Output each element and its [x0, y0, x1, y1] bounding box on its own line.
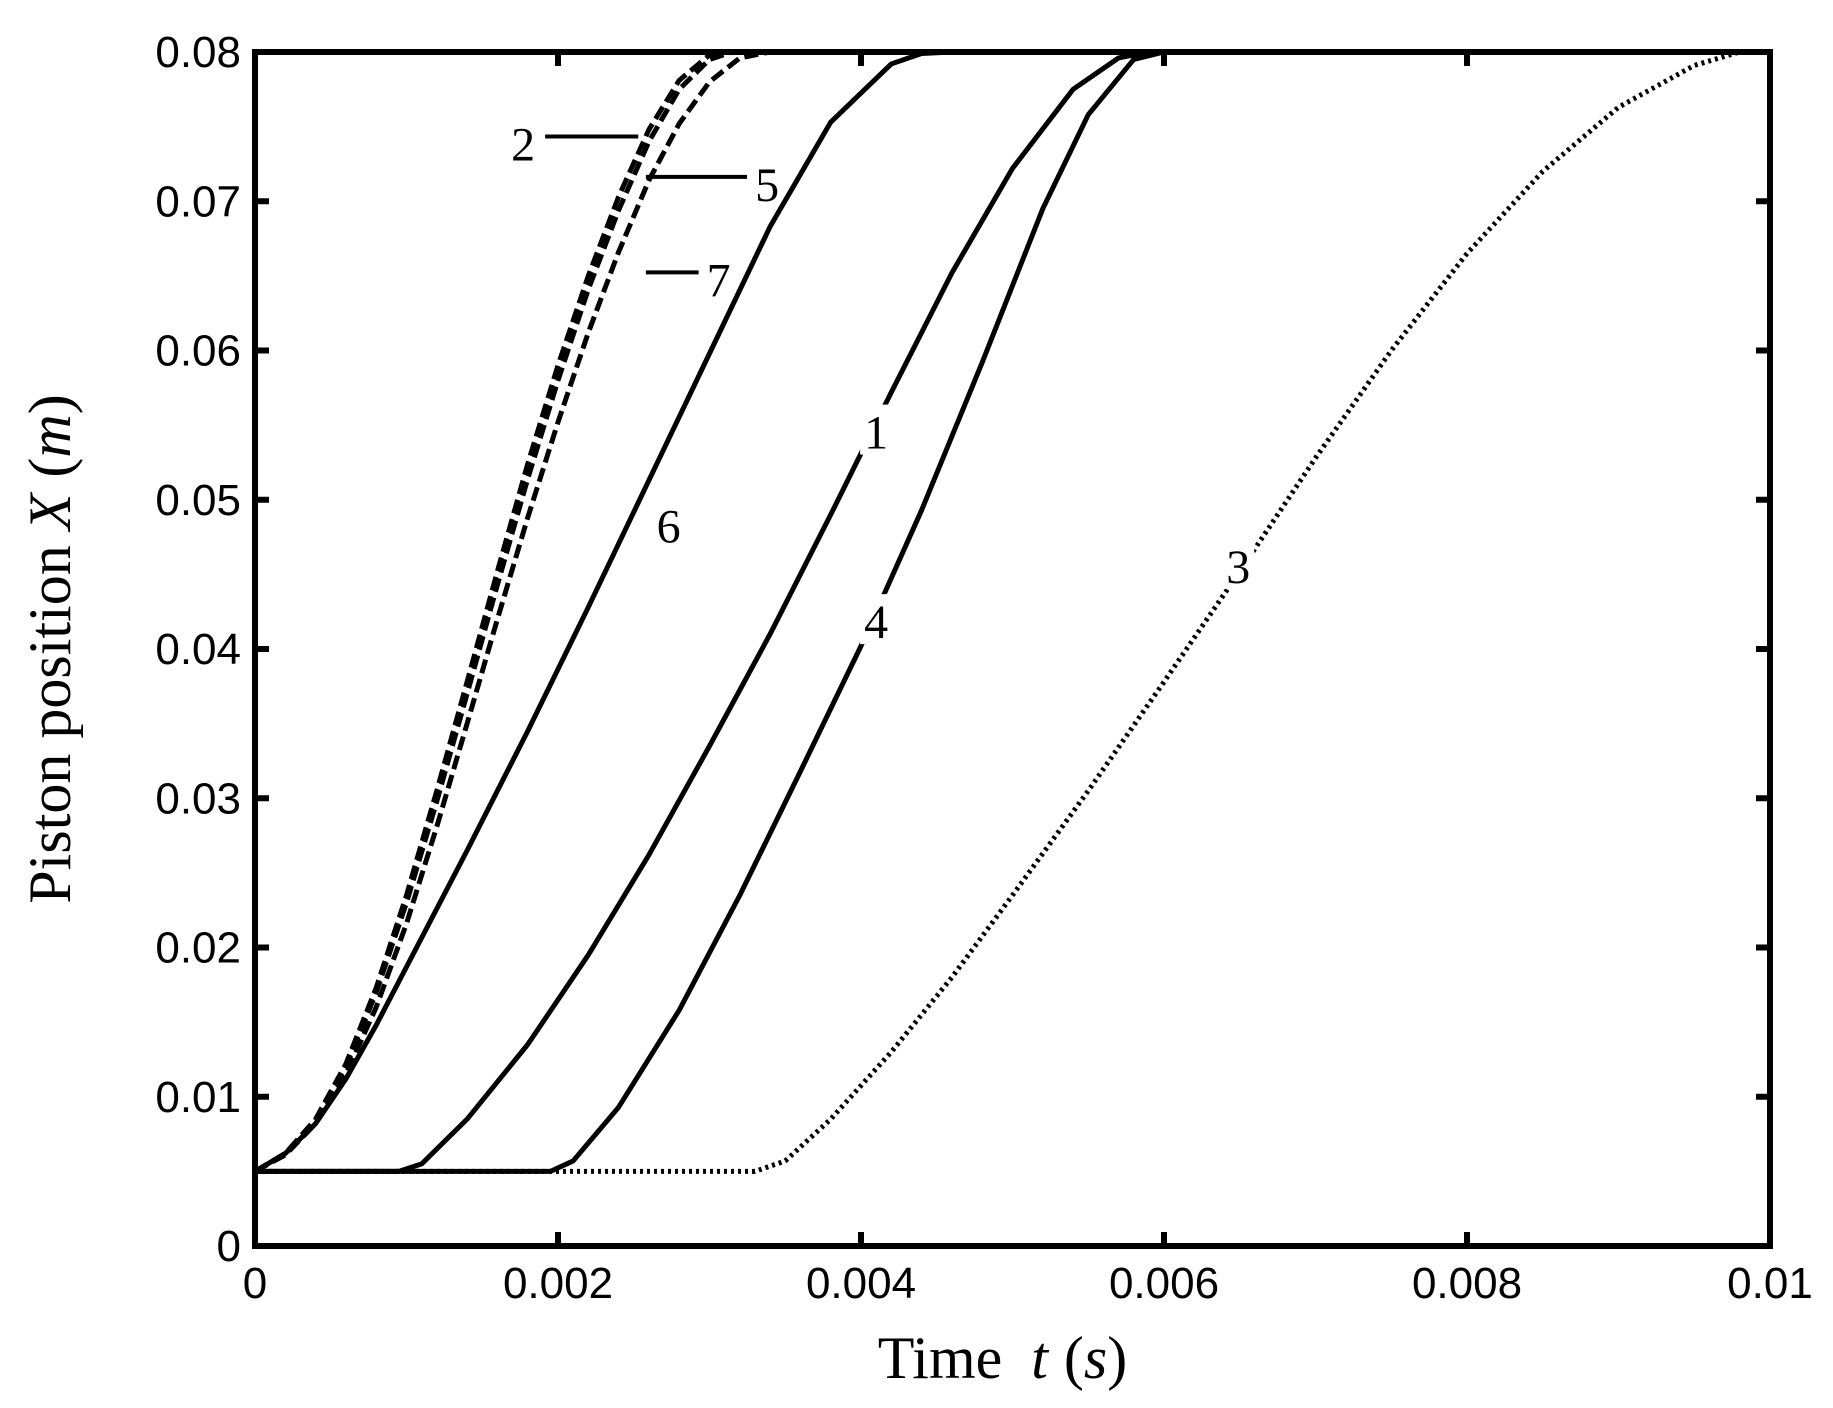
y-tick-label-1: 0.01 — [155, 1073, 241, 1122]
y-axis-title: Piston position X (m) — [17, 394, 83, 903]
x-tick-label-2: 0.004 — [806, 1259, 916, 1308]
y-tick-label-4: 0.04 — [155, 625, 241, 674]
y-tick-label-7: 0.07 — [155, 177, 241, 226]
curve-label-5: 5 — [755, 159, 779, 212]
axes-layer: 0 0.002 0.004 0.006 0.008 0.01 0 0.01 0.02 0.03 0.… — [17, 28, 1813, 1391]
y-axis-title-close-paren: ) — [17, 394, 83, 414]
x-axis-title-close-paren: ) — [1107, 1325, 1127, 1391]
curve-label-backing-4 — [860, 594, 893, 645]
curve-label-3: 3 — [1226, 541, 1250, 594]
x-tick-label-3: 0.006 — [1109, 1259, 1219, 1308]
y-tick-label-8: 0.08 — [155, 28, 241, 77]
x-axis-title-unit: s — [1084, 1325, 1107, 1391]
x-axis-title-variable: t — [1031, 1325, 1049, 1391]
y-tick-label-5: 0.05 — [155, 476, 241, 525]
y-tick-label-2: 0.02 — [155, 924, 241, 973]
curve-label-4: 4 — [864, 596, 888, 649]
curve-label-1: 1 — [864, 407, 888, 460]
series-line-4 — [255, 52, 1770, 1174]
y-axis-title-prefix: Piston position — [17, 530, 83, 903]
series-line-3 — [255, 52, 1770, 1174]
y-tick-label-3: 0.03 — [155, 774, 241, 823]
series-line-5 — [255, 52, 1770, 1174]
x-axis-title: Time t (s) — [878, 1325, 1128, 1391]
x-tick-label-4: 0.008 — [1412, 1259, 1522, 1308]
curve-label-backing-6 — [652, 498, 685, 549]
series-line-1 — [255, 52, 1770, 1174]
y-axis-title-open-paren: ( — [17, 458, 83, 478]
x-tick-label-1: 0.002 — [503, 1259, 613, 1308]
curve-labels-layer: 1 2 3 4 5 6 7 — [511, 119, 1255, 649]
curve-label-7: 7 — [707, 254, 731, 307]
curve-label-6: 6 — [657, 501, 681, 554]
y-tick-label-6: 0.06 — [155, 327, 241, 376]
curve-label-backing-3 — [1222, 538, 1255, 589]
y-axis-title-variable: X — [17, 491, 83, 532]
y-axis-title-unit: m — [17, 414, 83, 457]
series-line-7 — [255, 52, 1770, 1174]
x-tick-label-0: 0 — [243, 1259, 267, 1308]
curve-label-2: 2 — [511, 119, 535, 172]
x-axis-title-prefix: Time — [878, 1325, 1018, 1391]
y-tick-label-0: 0 — [217, 1222, 241, 1271]
x-tick-label-5: 0.01 — [1727, 1259, 1813, 1308]
curve-label-backing-1 — [860, 404, 893, 455]
x-axis-title-open-paren: ( — [1064, 1325, 1084, 1391]
